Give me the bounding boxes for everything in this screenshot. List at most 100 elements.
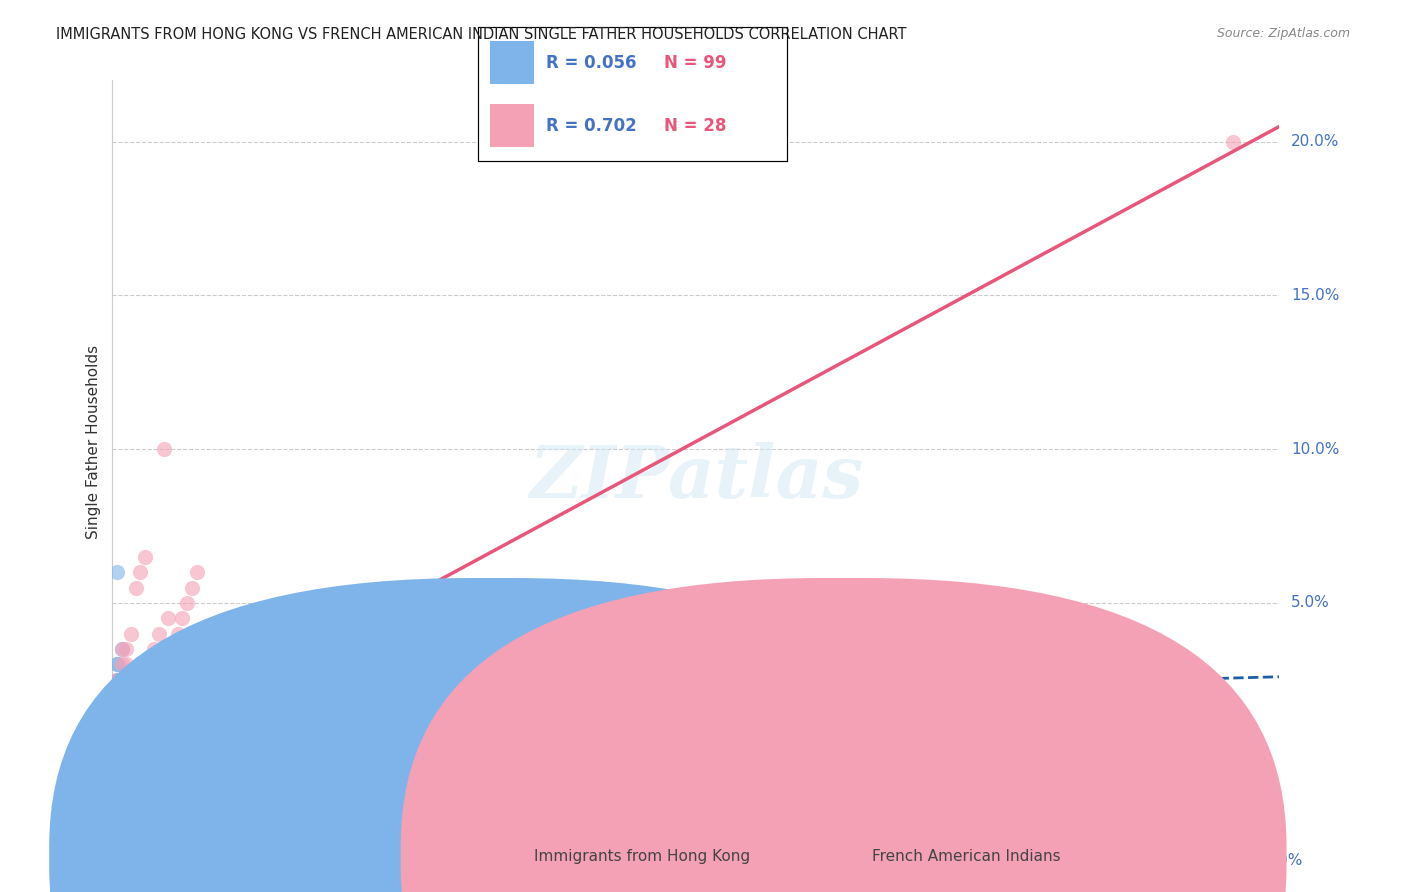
Text: N = 28: N = 28 [664,117,725,135]
Point [125,713,148,727]
Point [105,565,128,579]
Point [120,688,142,702]
Point [139,673,162,687]
Point [139,704,162,718]
Point [129,713,152,727]
Point [129,713,152,727]
Point [162,694,184,708]
Point [125,694,148,708]
Point [120,673,142,687]
Point [172,611,194,625]
Point [111,673,134,687]
Point [166,673,188,687]
Text: ZIPatlas: ZIPatlas [529,442,863,513]
Point [111,704,134,718]
Point [115,664,138,678]
Text: 10.0%: 10.0% [1291,442,1340,457]
Point [111,704,134,718]
Point [176,596,198,610]
Point [120,673,142,687]
Point [143,719,166,733]
Point [139,657,162,672]
Text: R = 0.702: R = 0.702 [546,117,637,135]
Point [242,611,264,625]
Point [120,719,142,733]
Point [111,713,134,727]
Point [111,642,134,657]
Point [105,681,128,696]
Point [125,704,148,718]
Point [139,681,162,696]
Y-axis label: Single Father Households: Single Father Households [86,344,101,539]
Point [105,688,128,702]
Point [125,694,148,708]
Point [105,673,128,687]
Point [166,626,188,640]
Point [115,719,138,733]
Text: R = 0.056: R = 0.056 [546,54,637,72]
Point [143,713,166,727]
Point [129,713,152,727]
Point [105,673,128,687]
Point [125,704,148,718]
Point [129,725,152,739]
Point [148,626,170,640]
Point [115,688,138,702]
Point [139,694,162,708]
Point [115,657,138,672]
Text: 5.0%: 5.0% [1291,596,1330,610]
Point [148,694,170,708]
Point [148,713,170,727]
Bar [491,104,534,147]
Point [148,694,170,708]
Point [111,688,134,702]
Point [111,673,134,687]
Text: 15.0%: 15.0% [1291,288,1340,303]
Point [105,688,128,702]
Text: French American Indians: French American Indians [872,849,1060,863]
Point [180,581,202,595]
Point [186,565,208,579]
Point [129,694,152,708]
Text: Immigrants from Hong Kong: Immigrants from Hong Kong [534,849,751,863]
Point [120,704,142,718]
Point [111,725,134,739]
Point [129,719,152,733]
Point [115,673,138,687]
Point [105,704,128,718]
Point [143,688,166,702]
Point [115,719,138,733]
Point [105,657,128,672]
Point [115,694,138,708]
Point [111,694,134,708]
Point [125,581,148,595]
Point [115,688,138,702]
Point [129,704,152,718]
Point [125,688,148,702]
Point [134,673,156,687]
Point [157,688,180,702]
Point [134,719,156,733]
Point [134,688,156,702]
Point [134,704,156,718]
Text: N = 99: N = 99 [664,54,725,72]
Point [115,704,138,718]
Point [120,688,142,702]
Point [148,713,170,727]
Point [153,688,176,702]
Point [134,549,156,564]
Point [120,719,142,733]
Point [143,713,166,727]
Point [139,713,162,727]
Point [162,642,184,657]
Point [111,642,134,657]
Point [115,642,138,657]
Point [153,442,176,457]
Point [143,694,166,708]
Point [111,694,134,708]
Point [801,725,824,739]
Point [115,688,138,702]
Point [134,704,156,718]
Point [120,694,142,708]
Point [157,673,180,687]
